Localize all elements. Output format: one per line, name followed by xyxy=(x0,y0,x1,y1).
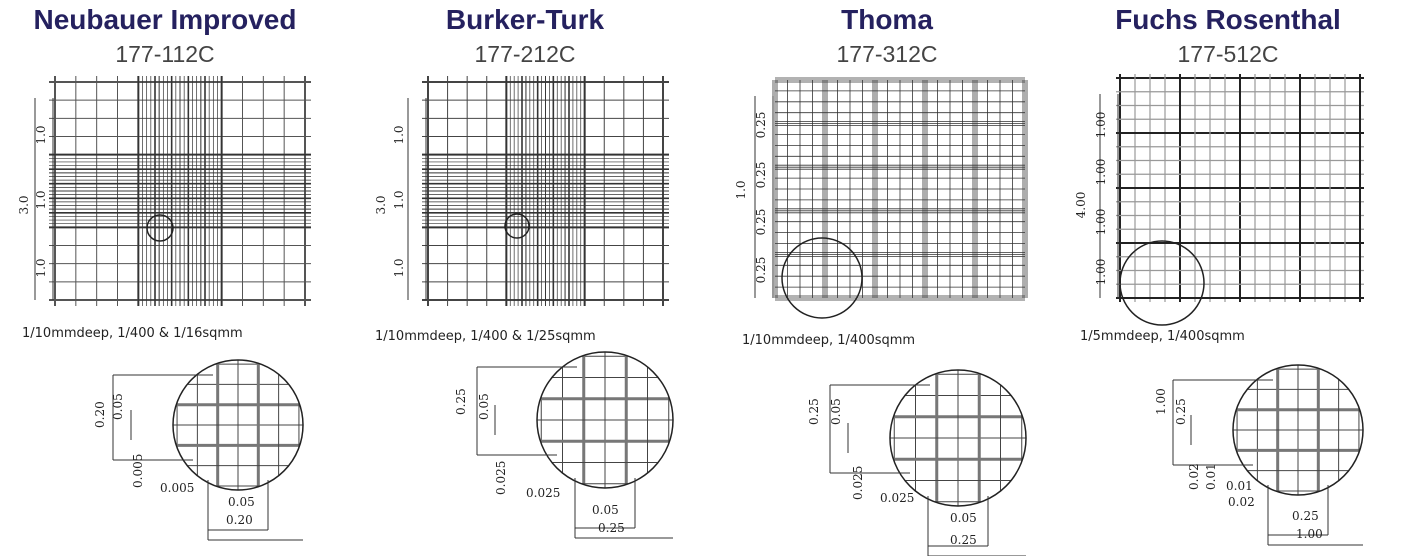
dimension-label: 3.0 xyxy=(17,195,31,214)
magnified-area-marker xyxy=(146,214,174,242)
panel: Thoma 177-312C 1.0 0.25 0.25 0.25 0.25 1/10mmde… xyxy=(734,4,1028,556)
dimension-label: 1.0 xyxy=(392,125,406,144)
dimension-label: 0.025 xyxy=(494,461,508,495)
dimension-label: 1.0 xyxy=(34,258,48,277)
dimension-label: 0.20 xyxy=(226,513,253,527)
catalog-number: 177-512C xyxy=(1177,41,1278,67)
chamber-description: 1/10mmdeep, 1/400 & 1/25sqmm xyxy=(375,329,596,344)
catalog-number: 177-112C xyxy=(115,41,214,67)
dimension-label: 0.25 xyxy=(754,112,768,139)
dimension-label: 0.20 xyxy=(93,401,107,428)
chamber-description: 1/10mmdeep, 1/400 & 1/16sqmm xyxy=(22,326,243,341)
catalog-number: 177-212C xyxy=(474,41,575,67)
dimension-label: 1.0 xyxy=(734,180,748,199)
dimension-label: 3.0 xyxy=(374,195,388,214)
dimension-label: 0.01 xyxy=(1204,463,1218,490)
dimension-label: 0.02 xyxy=(1228,495,1255,509)
dimension-label: 1.00 xyxy=(1154,388,1168,415)
magnified-area-marker xyxy=(781,237,863,319)
dimension-label: 0.005 xyxy=(131,454,145,488)
dimension-label: 1.00 xyxy=(1094,209,1108,236)
counting-grid xyxy=(422,76,669,306)
dimension-label: 0.25 xyxy=(754,162,768,189)
panel: Fuchs Rosenthal 177-512C 4.00 1.00 1.00 1.00 1… xyxy=(1074,4,1364,546)
counting-grid xyxy=(49,76,311,306)
dimension-label: 1.00 xyxy=(1094,259,1108,286)
dimension-label: 0.25 xyxy=(454,388,468,415)
dimension-label: 1.0 xyxy=(34,190,48,209)
counting-grid xyxy=(1116,74,1364,302)
dimension-label: 0.25 xyxy=(598,521,625,535)
zoom-circle xyxy=(536,351,674,489)
chamber-description: 1/5mmdeep, 1/400sqmm xyxy=(1080,329,1245,344)
dimension-label: 0.05 xyxy=(592,503,619,517)
dimension-label: 0.05 xyxy=(228,495,255,509)
dimension-label: 0.05 xyxy=(111,393,125,420)
dimension-label: 0.25 xyxy=(950,533,977,547)
dimension-label: 0.02 xyxy=(1187,463,1201,490)
magnified-area-marker xyxy=(1119,240,1205,326)
dimension-label: 0.25 xyxy=(1292,509,1319,523)
catalog-number: 177-312C xyxy=(836,41,937,67)
dimension-label: 0.25 xyxy=(754,257,768,284)
dimension-label: 0.25 xyxy=(754,209,768,236)
zoom-circle xyxy=(889,369,1027,507)
dimension-label: 0.025 xyxy=(526,486,560,500)
dimension-label: 1.00 xyxy=(1094,159,1108,186)
dimension-label: 0.005 xyxy=(160,481,194,495)
magnified-area-marker xyxy=(504,213,530,239)
dimension-label: 1.0 xyxy=(34,125,48,144)
panel-title: Burker-Turk xyxy=(446,4,605,35)
dimension-label: 1.00 xyxy=(1296,527,1323,541)
panel: Neubauer Improved177-112C3.01.01.01.01/1… xyxy=(17,4,311,541)
panel-title: Neubauer Improved xyxy=(34,4,297,35)
dimension-label: 1.0 xyxy=(392,190,406,209)
counting-grid xyxy=(772,77,1028,301)
chamber-description: 1/10mmdeep, 1/400sqmm xyxy=(742,333,915,348)
dimension-label: 0.25 xyxy=(1174,398,1188,425)
panel: Burker-Turk 177-212C 3.0 1.0 1.0 1.0 1/10mmdee… xyxy=(374,4,674,539)
zoom-circle xyxy=(1232,364,1364,496)
dimension-label: 0.05 xyxy=(829,398,843,425)
panel-title: Fuchs Rosenthal xyxy=(1115,4,1341,35)
panel-title: Thoma xyxy=(841,4,933,35)
dimension-label: 0.05 xyxy=(950,511,977,525)
zoom-grid xyxy=(890,370,1026,506)
zoom-circle xyxy=(172,359,304,491)
dimension-label: 1.00 xyxy=(1094,112,1108,139)
dimension-label: 0.05 xyxy=(477,393,491,420)
dimension-label: 1.0 xyxy=(392,258,406,277)
zoom-grid xyxy=(1233,365,1363,495)
dimension-label: 4.00 xyxy=(1074,192,1088,219)
dimension-label: 0.01 xyxy=(1226,479,1253,493)
dimension-label: 0.025 xyxy=(851,466,865,500)
dimension-label: 0.025 xyxy=(880,491,914,505)
dimension-label: 0.25 xyxy=(807,398,821,425)
